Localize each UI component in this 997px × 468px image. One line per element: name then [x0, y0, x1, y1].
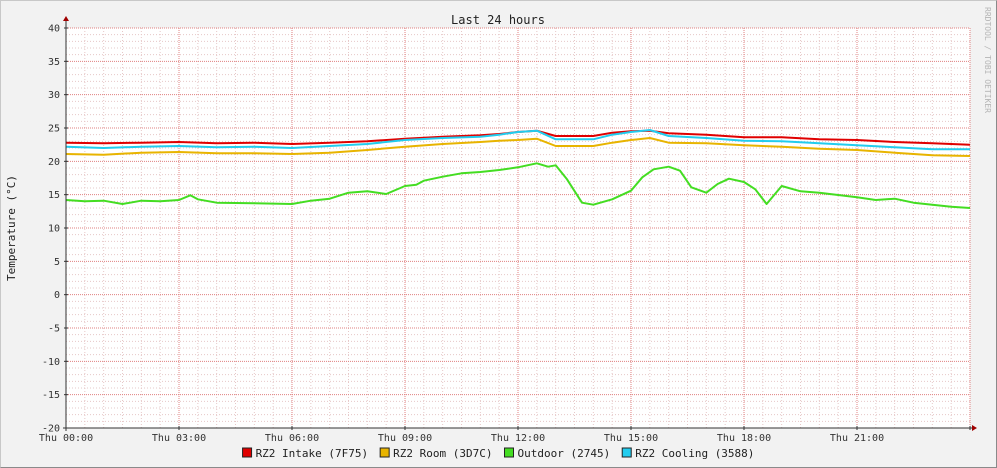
x-tick-label: Thu 21:00 [830, 433, 884, 444]
legend-label: Outdoor (2745) [518, 447, 611, 460]
y-tick-label: 35 [48, 57, 60, 68]
x-tick-label: Thu 06:00 [265, 433, 319, 444]
x-tick-labels: Thu 00:00 Thu 03:00 Thu 06:00 Thu 09:00 Thu … [39, 433, 884, 444]
x-tick-label: Thu 12:00 [491, 433, 545, 444]
rrdtool-watermark: RRDTOOL / TOBI OETIKER [983, 7, 992, 113]
legend-label: RZ2 Intake (7F75) [256, 447, 369, 460]
y-tick-label: 0 [54, 290, 60, 301]
y-tick-label: 15 [48, 190, 60, 201]
series-line-2 [65, 162, 971, 209]
y-axis-title: Temperature (°C) [5, 175, 18, 281]
legend-swatch [379, 447, 390, 458]
y-tick-label: -15 [42, 390, 60, 401]
x-tick-label: Thu 00:00 [39, 433, 93, 444]
x-tick-label: Thu 03:00 [152, 433, 206, 444]
y-tick-label: 25 [48, 124, 60, 135]
y-axis-arrow [63, 16, 69, 21]
series-lines [65, 129, 971, 209]
series-line-1 [65, 137, 971, 157]
series-line-3 [65, 129, 970, 151]
x-tick-label: Thu 18:00 [717, 433, 771, 444]
y-tick-label: 30 [48, 90, 60, 101]
legend-item-0: RZ2 Intake (7F75) [242, 447, 369, 460]
y-tick-label: 40 [48, 24, 60, 35]
x-axis-arrow [972, 425, 977, 431]
x-tick-label: Thu 15:00 [604, 433, 658, 444]
minor-grid [66, 28, 970, 428]
y-tick-label: 10 [48, 224, 60, 235]
y-tick-label: -5 [48, 324, 60, 335]
legend: RZ2 Intake (7F75) RZ2 Room (3D7C) Outdoor … [242, 447, 754, 460]
legend-label: RZ2 Cooling (3588) [635, 447, 754, 460]
y-tick-label: -10 [42, 357, 60, 368]
legend-item-3: RZ2 Cooling (3588) [621, 447, 754, 460]
legend-item-1: RZ2 Room (3D7C) [379, 447, 493, 460]
legend-item-2: Outdoor (2745) [504, 447, 611, 460]
y-tick-labels: 40 35 30 25 20 15 10 5 0 -5 -10 -15 -20 [42, 24, 60, 435]
chart-title: Last 24 hours [451, 13, 545, 27]
y-tick-label: 5 [54, 257, 60, 268]
axes [63, 16, 977, 431]
legend-swatch [621, 447, 632, 458]
legend-swatch [504, 447, 514, 458]
major-grid [65, 27, 971, 429]
y-tick-label: -20 [42, 424, 60, 435]
y-tick-label: 20 [48, 157, 60, 168]
legend-label: RZ2 Room (3D7C) [393, 447, 492, 460]
legend-swatch [242, 447, 253, 458]
x-tick-label: Thu 09:00 [378, 433, 432, 444]
